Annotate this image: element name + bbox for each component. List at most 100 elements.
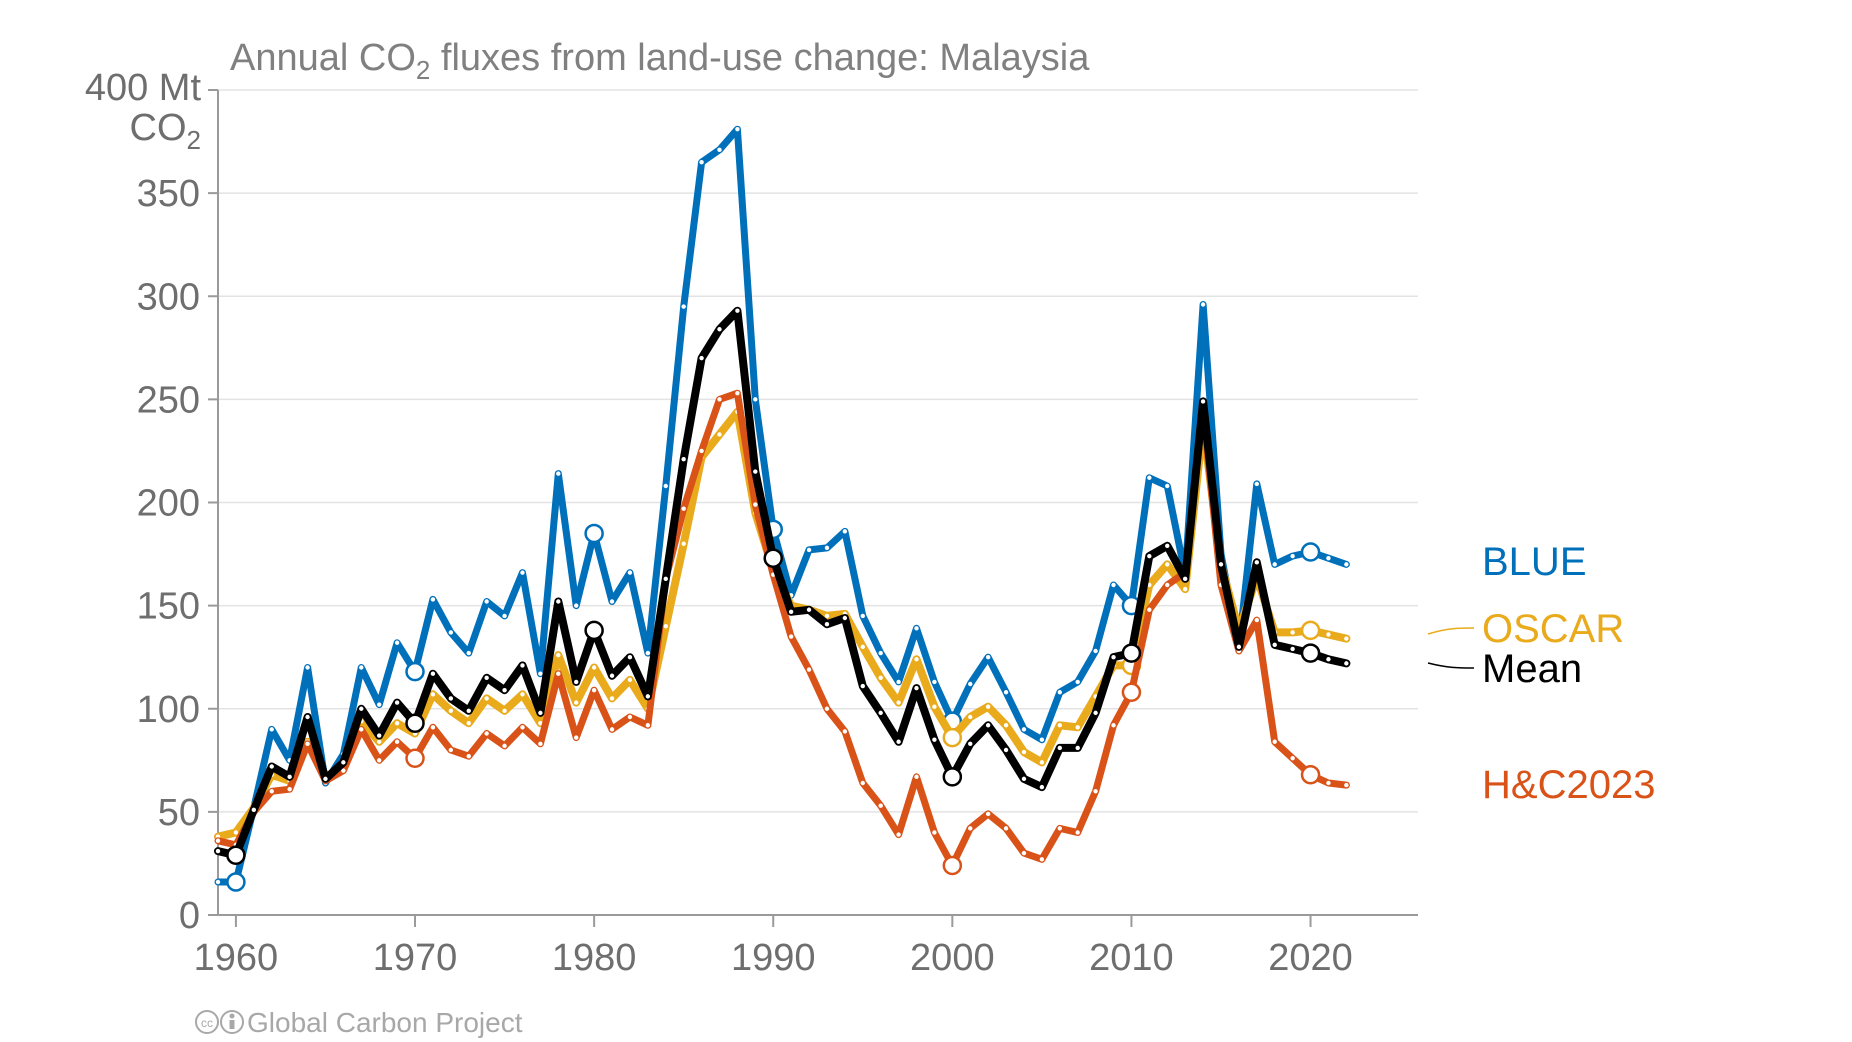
data-point-h-c2023-1963 xyxy=(287,786,292,792)
x-axis-ticks: 1960 1970 1980 1990 2000 2010 2020 xyxy=(194,915,1353,979)
data-point-h-c2023-2012 xyxy=(1165,582,1170,588)
data-point-oscar-2000 xyxy=(942,727,963,748)
data-point-h-c2023-2019 xyxy=(1290,756,1295,761)
data-point-mean-1973 xyxy=(466,708,471,714)
data-point-h-c2023-2009 xyxy=(1111,723,1116,728)
y-tick-label-50: 50 xyxy=(158,792,200,834)
data-point-oscar-1968 xyxy=(376,739,382,744)
data-point-blue-1984 xyxy=(663,483,668,489)
data-point-oscar-1996 xyxy=(878,675,883,681)
data-point-oscar-2005 xyxy=(1039,760,1045,765)
data-point-h-c2023-1992 xyxy=(806,667,812,672)
data-point-mean-1999 xyxy=(932,737,937,742)
data-point-mean-2005 xyxy=(1039,784,1045,790)
data-point-blue-2003 xyxy=(1003,690,1009,695)
y-tick-label-200: 200 xyxy=(137,483,200,525)
data-point-mean-2015 xyxy=(1218,562,1224,567)
data-point-h-c2023-2011 xyxy=(1147,607,1152,612)
data-point-mean-1984 xyxy=(663,576,668,582)
data-point-mean-1960 xyxy=(226,845,246,865)
data-point-mean-2018 xyxy=(1272,642,1277,648)
data-point-mean-1983 xyxy=(645,694,651,699)
data-point-blue-1997 xyxy=(896,679,901,685)
data-point-oscar-1980 xyxy=(591,665,597,670)
data-point-oscar-1985 xyxy=(681,541,686,546)
y-tick-label-250: 250 xyxy=(137,379,200,421)
data-point-oscar-1972 xyxy=(448,708,454,714)
data-point-h-c2023-2007 xyxy=(1075,830,1080,835)
y-tick-label-350: 350 xyxy=(137,173,200,215)
y-unit-label-line1: 400 Mt xyxy=(85,67,202,109)
data-point-h-c2023-1985 xyxy=(681,506,686,511)
data-point-h-c2023-1959 xyxy=(215,838,221,843)
data-point-blue-1983 xyxy=(645,650,651,656)
data-point-oscar-1977 xyxy=(538,720,543,726)
data-point-oscar-1998 xyxy=(914,657,919,662)
data-point-mean-2004 xyxy=(1021,776,1027,782)
attribution-icon xyxy=(220,1010,244,1034)
data-point-h-c2023-1964 xyxy=(305,741,310,747)
data-point-h-c2023-2001 xyxy=(968,826,973,831)
data-point-oscar-2013 xyxy=(1182,586,1188,592)
data-point-mean-2020 xyxy=(1300,643,1321,663)
data-point-blue-1969 xyxy=(394,640,400,645)
data-point-blue-2002 xyxy=(985,654,991,660)
data-point-mean-2008 xyxy=(1093,710,1098,716)
data-point-mean-1959 xyxy=(215,848,221,854)
data-point-h-c2023-2018 xyxy=(1272,739,1277,744)
data-point-h-c2023-2020 xyxy=(1300,765,1321,785)
series-blue xyxy=(214,125,1350,892)
data-point-h-c2023-1962 xyxy=(269,789,274,794)
data-point-blue-1970 xyxy=(405,661,425,682)
x-tick-label-1980: 1980 xyxy=(552,937,637,979)
data-point-oscar-2004 xyxy=(1021,749,1027,755)
data-point-h-c2023-1969 xyxy=(394,739,400,744)
data-point-h-c2023-1983 xyxy=(645,723,651,728)
data-point-h-c2023-1973 xyxy=(466,753,471,759)
data-point-blue-2007 xyxy=(1075,679,1080,685)
credit: cc Global Carbon Project xyxy=(195,1007,523,1038)
data-point-blue-1979 xyxy=(574,603,579,608)
data-point-h-c2023-1975 xyxy=(502,743,507,749)
chart-title: Annual CO2 fluxes from land-use change: … xyxy=(230,37,1090,85)
data-point-blue-1975 xyxy=(502,613,507,619)
data-point-mean-2003 xyxy=(1003,747,1009,753)
data-point-mean-1965 xyxy=(323,776,328,782)
data-point-h-c2023-1974 xyxy=(484,731,489,736)
series-mean xyxy=(214,306,1351,865)
data-point-mean-2006 xyxy=(1057,745,1062,751)
data-point-h-c2023-1978 xyxy=(556,671,561,676)
data-point-oscar-2019 xyxy=(1290,630,1295,635)
legend-leader-oscar xyxy=(1427,627,1475,635)
data-point-blue-2004 xyxy=(1021,727,1027,732)
data-point-blue-1972 xyxy=(448,630,454,635)
data-point-mean-1979 xyxy=(574,679,579,685)
data-point-mean-1981 xyxy=(609,673,615,678)
series-line-mean xyxy=(214,306,1351,860)
data-point-oscar-1978 xyxy=(556,652,561,658)
data-point-blue-1964 xyxy=(305,665,310,670)
data-point-oscar-1997 xyxy=(896,700,901,705)
data-point-mean-1977 xyxy=(538,710,543,716)
data-point-oscar-1975 xyxy=(502,708,507,714)
data-point-blue-1995 xyxy=(860,613,865,619)
data-point-blue-1974 xyxy=(484,599,489,604)
data-point-blue-1960 xyxy=(226,872,246,892)
data-point-mean-1994 xyxy=(842,615,848,621)
data-point-mean-1982 xyxy=(627,654,633,660)
data-point-h-c2023-1979 xyxy=(574,735,579,740)
data-point-mean-2000 xyxy=(942,767,963,787)
data-point-blue-1998 xyxy=(914,626,919,631)
data-point-mean-1964 xyxy=(305,714,310,720)
data-point-oscar-1982 xyxy=(627,677,633,683)
series-lines xyxy=(214,125,1351,892)
data-point-h-c2023-2008 xyxy=(1093,789,1098,794)
data-point-blue-2005 xyxy=(1039,737,1045,742)
data-point-blue-1986 xyxy=(699,159,704,165)
data-point-h-c2023-1972 xyxy=(448,747,454,753)
x-tick-label-1960: 1960 xyxy=(194,937,279,979)
data-point-mean-2010 xyxy=(1121,643,1142,663)
data-point-blue-2022 xyxy=(1344,562,1349,567)
